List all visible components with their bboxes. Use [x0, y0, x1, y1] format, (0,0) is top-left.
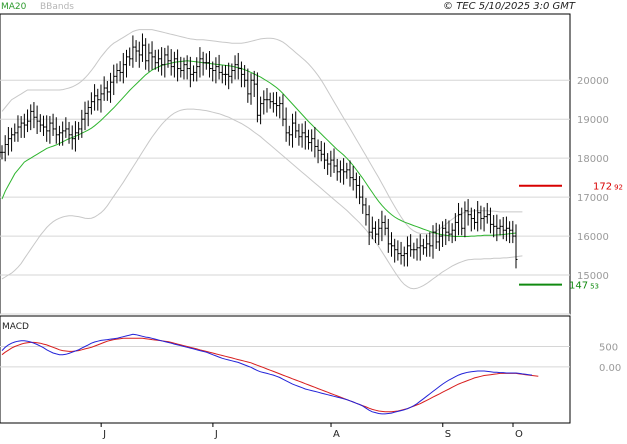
bbands-upper [1, 29, 523, 235]
bollinger-bands [1, 29, 523, 290]
price-y-tick-label: 18000 [577, 154, 609, 165]
x-tick-label: O [515, 429, 523, 440]
macd-line [1, 333, 533, 415]
macd-panel-title: MACD [2, 322, 29, 332]
ma20-line [1, 60, 517, 237]
price-bars [0, 33, 518, 269]
x-tick-label: S [445, 429, 451, 440]
legend-ma20: MA20 [1, 2, 27, 12]
price-y-tick-label: 19000 [577, 115, 609, 126]
copyright-text: © TEC 5/10/2025 3:0 GMT [443, 1, 576, 12]
x-tick-label: A [333, 429, 340, 440]
support-label: 147 53 [569, 281, 599, 292]
price-y-tick-label: 16000 [577, 232, 609, 243]
legend-bbands: BBands [40, 2, 74, 12]
price-levels: 172 92 147 53 [519, 182, 623, 292]
macd-y-tick-label: 500 [599, 343, 618, 354]
price-y-tick-label: 17000 [577, 193, 609, 204]
macd-panel-frame [0, 315, 571, 424]
grid-layer: 20000 19000 18000 17000 16000 15000 [0, 76, 609, 315]
resistance-label: 172 92 [593, 182, 623, 193]
macd-y-tick-label: 0.00 [599, 363, 621, 374]
macd-signal-line [1, 337, 539, 413]
x-tick-label: J [102, 429, 106, 440]
macd-lines: 500 0.00 [0, 333, 621, 415]
price-y-tick-label: 15000 [577, 271, 609, 282]
bbands-lower [1, 108, 523, 290]
x-tick-label: J [214, 429, 218, 440]
price-panel-frame [0, 13, 571, 315]
price-y-tick-label: 20000 [577, 76, 609, 87]
ma20-path [1, 60, 517, 237]
